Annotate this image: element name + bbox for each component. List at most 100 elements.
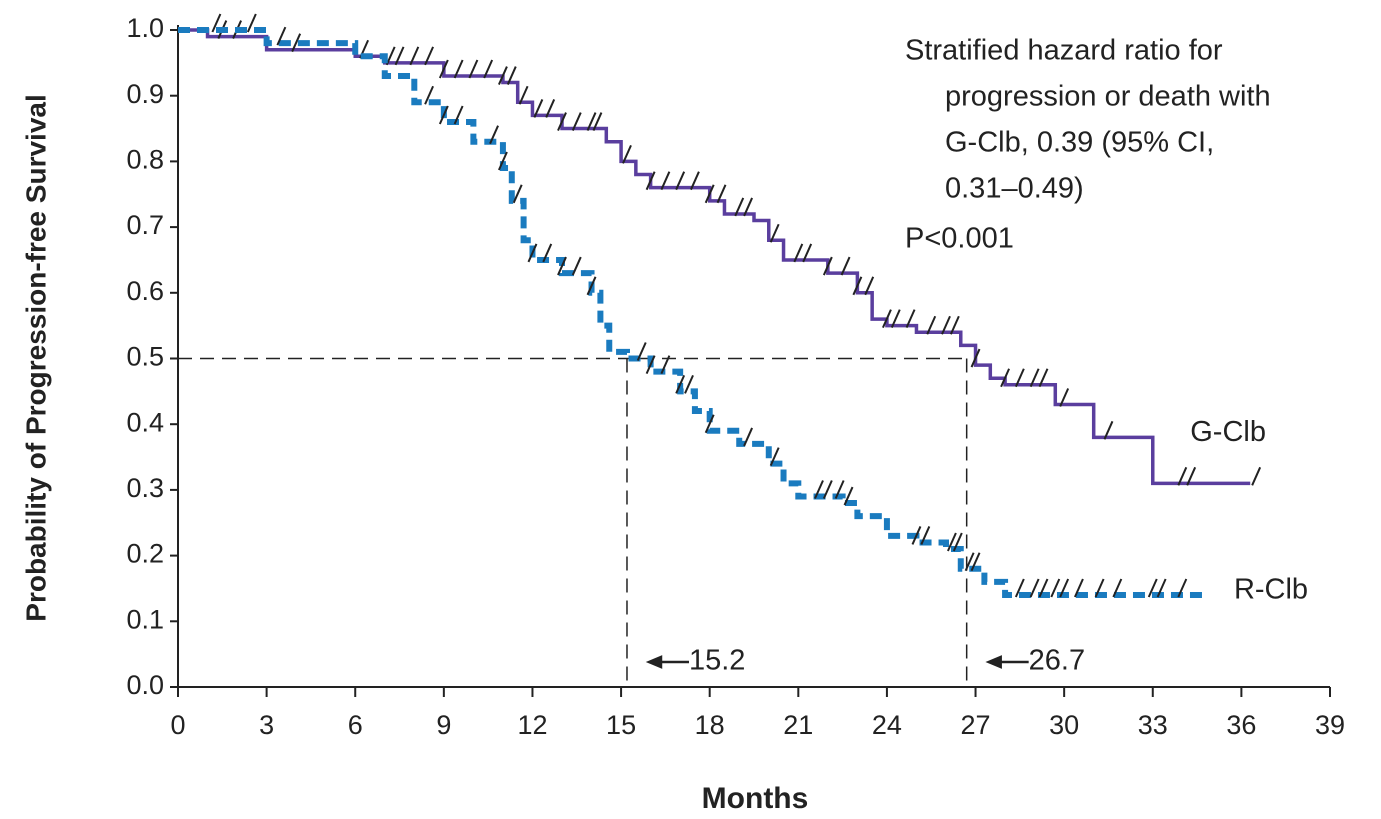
censor-mark [1014, 578, 1025, 598]
censor-mark [1156, 578, 1167, 598]
censor-mark [498, 66, 508, 85]
censor-mark [468, 59, 479, 79]
x-tick-label: 30 [1049, 710, 1079, 740]
censor-mark [1000, 368, 1010, 388]
x-tick-label: 36 [1226, 710, 1256, 740]
censor-mark [1074, 578, 1084, 598]
censor-mark [453, 105, 464, 125]
censor-mark [660, 355, 671, 375]
censor-mark [970, 348, 981, 368]
x-tick-label: 3 [259, 710, 274, 740]
censor-mark [276, 26, 287, 46]
censor-mark [586, 276, 597, 296]
censor-mark [920, 526, 931, 545]
censor-mark [970, 552, 981, 572]
censor-mark [675, 374, 686, 394]
censor-mark [1251, 466, 1262, 486]
censor-mark [545, 99, 556, 118]
median-label: 26.7 [1029, 645, 1085, 677]
censor-mark [645, 355, 656, 375]
censor-mark [636, 342, 647, 361]
y-tick-label: 0.6 [126, 276, 164, 306]
annotation-line: 0.31–0.49) [945, 173, 1084, 205]
censor-mark [1038, 578, 1049, 598]
censor-mark [1014, 368, 1025, 388]
censor-mark [385, 46, 396, 66]
censor-mark [211, 13, 222, 33]
censor-mark [645, 171, 656, 191]
series-label: G-Clb [1190, 416, 1266, 448]
censor-mark [882, 309, 892, 329]
censor-mark [1050, 578, 1061, 598]
censor-mark [946, 532, 957, 552]
censor-mark [905, 309, 916, 329]
censor-mark [704, 414, 715, 434]
x-tick-label: 6 [348, 710, 363, 740]
censor-mark [843, 486, 854, 506]
censor-mark [542, 243, 553, 263]
censor-mark [1059, 578, 1070, 598]
x-tick-label: 39 [1315, 710, 1345, 740]
survival-curve [178, 27, 1206, 599]
censor-mark [704, 184, 715, 204]
censor-mark [291, 33, 302, 53]
censor-mark [1177, 578, 1188, 598]
censor-mark [743, 197, 754, 217]
censor-mark [622, 144, 632, 164]
censor-mark [438, 105, 449, 125]
y-tick-label: 0.2 [126, 539, 164, 569]
censor-mark [769, 447, 780, 467]
censor-mark [822, 480, 833, 499]
y-tick-label: 0.7 [126, 210, 164, 240]
median-arrow [645, 655, 689, 669]
censor-mark [438, 59, 449, 79]
x-tick-label: 18 [695, 710, 725, 740]
censor-mark [1147, 578, 1158, 598]
censor-mark [1029, 578, 1040, 598]
censor-mark [949, 315, 960, 335]
y-tick-label: 0.9 [126, 79, 164, 109]
censor-mark [592, 112, 603, 131]
censor-mark [814, 480, 824, 499]
censor-mark [941, 315, 951, 335]
x-tick-label: 27 [961, 710, 991, 740]
censor-mark [890, 309, 901, 329]
y-tick-label: 0.5 [126, 342, 164, 372]
censor-mark [743, 427, 754, 447]
censor-mark [512, 184, 523, 204]
censor-mark [518, 85, 529, 105]
censor-mark [793, 243, 804, 263]
censor-mark [864, 276, 875, 296]
censor-mark [802, 243, 813, 263]
censor-mark [1029, 368, 1040, 388]
censor-mark [498, 151, 508, 171]
censor-mark [690, 171, 700, 191]
censor-mark [769, 223, 780, 243]
censor-mark [660, 171, 671, 191]
censor-mark [734, 197, 745, 217]
x-tick-label: 21 [783, 710, 813, 740]
censor-mark [964, 552, 975, 572]
x-tick-label: 0 [170, 710, 185, 740]
censor-mark [394, 46, 405, 66]
censor-mark [1103, 420, 1114, 440]
annotation-line: progression or death with [945, 81, 1271, 113]
censor-mark [557, 112, 567, 131]
y-tick-label: 0.4 [126, 407, 164, 437]
y-tick-label: 0.1 [126, 604, 164, 634]
censor-mark [1059, 388, 1070, 407]
x-tick-label: 33 [1138, 710, 1168, 740]
censor-mark [675, 171, 686, 191]
censor-mark [489, 125, 499, 145]
median-label: 15.2 [689, 645, 745, 677]
censor-mark [557, 256, 567, 276]
censor-mark [911, 526, 922, 545]
y-axis-label: Probability of Progression-free Survival [20, 94, 51, 621]
x-tick-label: 15 [606, 710, 636, 740]
y-tick-label: 1.0 [126, 13, 164, 43]
annotation-line: G-Clb, 0.39 (95% CI, [945, 127, 1214, 159]
x-tick-label: 12 [517, 710, 547, 740]
annotation-line: Stratified hazard ratio for [905, 35, 1223, 67]
series-label: R-Clb [1234, 574, 1308, 606]
